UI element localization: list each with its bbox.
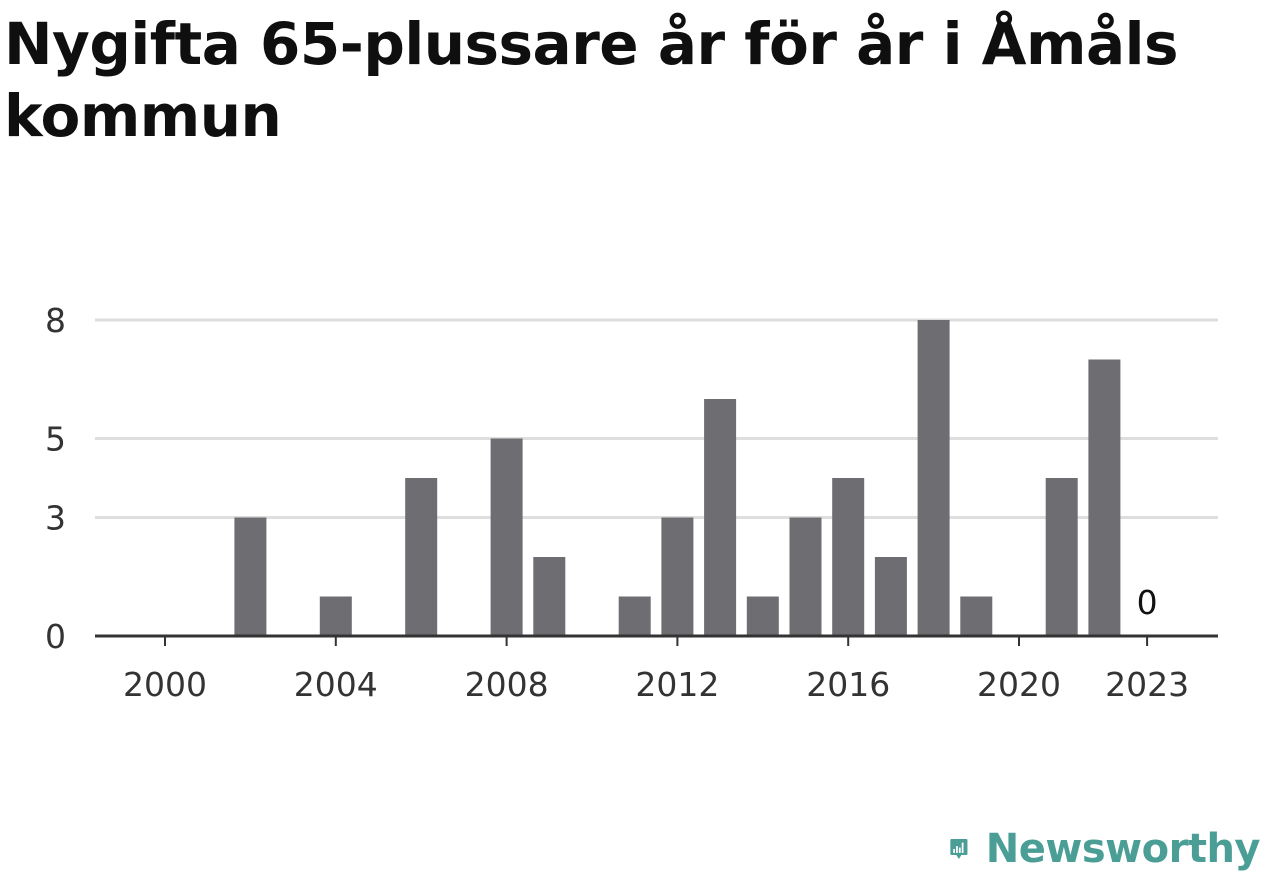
bar: [661, 517, 694, 636]
x-axis-ticks: 2000 2004 2008 2012 2016 2020 2023: [123, 636, 1189, 704]
x-tick-label: 2016: [806, 665, 890, 704]
newsworthy-logo: Newsworthy: [950, 818, 1261, 880]
y-tick-label: 0: [45, 617, 66, 656]
x-tick-label: 2004: [294, 665, 378, 704]
newsworthy-bar-chart-icon: [950, 839, 968, 859]
x-tick-label: 2023: [1105, 665, 1189, 704]
y-axis-tick-labels: 0 3 5 8: [45, 301, 66, 656]
bar: [234, 517, 267, 636]
chart-title: Nygifta 65-plussare år för år i Åmåls ko…: [4, 10, 1179, 150]
bar: [960, 596, 993, 636]
bar: [917, 320, 950, 636]
data-label: 0: [1137, 583, 1158, 622]
bar: [618, 596, 651, 636]
bar: [746, 596, 779, 636]
bar: [1045, 478, 1078, 636]
x-tick-label: 2020: [977, 665, 1061, 704]
bar: [1088, 359, 1121, 636]
bar: [704, 399, 737, 636]
bar: [405, 478, 438, 636]
annotations: 0: [1137, 583, 1158, 622]
gridlines: [95, 318, 1218, 519]
y-tick-label: 5: [45, 420, 66, 459]
bar: [789, 517, 822, 636]
bars: [234, 320, 1121, 636]
x-tick-label: 2000: [123, 665, 207, 704]
bar: [533, 557, 566, 636]
y-tick-label: 8: [45, 301, 66, 340]
x-tick-label: 2012: [635, 665, 719, 704]
bar: [874, 557, 907, 636]
bar: [490, 438, 523, 636]
y-tick-label: 3: [45, 499, 66, 538]
bar: [832, 478, 865, 636]
bar: [319, 596, 352, 636]
logo-wordmark: Newsworthy: [985, 826, 1261, 872]
x-tick-label: 2008: [465, 665, 549, 704]
